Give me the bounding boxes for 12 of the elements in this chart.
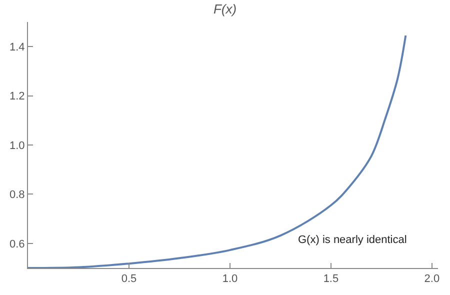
y-tick-label: 1.2 [10,90,25,103]
line-series [28,34,407,268]
x-tick-label: 1.5 [323,273,339,286]
y-tick-label: 0.8 [10,189,25,202]
chart-title: F(x) [213,2,237,17]
y-tick-label: 1.0 [10,140,25,152]
y-tick-label: 0.6 [10,238,25,250]
x-tick-label: 0.5 [121,273,137,286]
x-tick-label: 1.0 [222,273,238,286]
x-tick-label: 2.0 [424,273,440,286]
annotation: G(x) is nearly identical [298,234,407,246]
y-tick-label: 1.4 [10,41,25,54]
